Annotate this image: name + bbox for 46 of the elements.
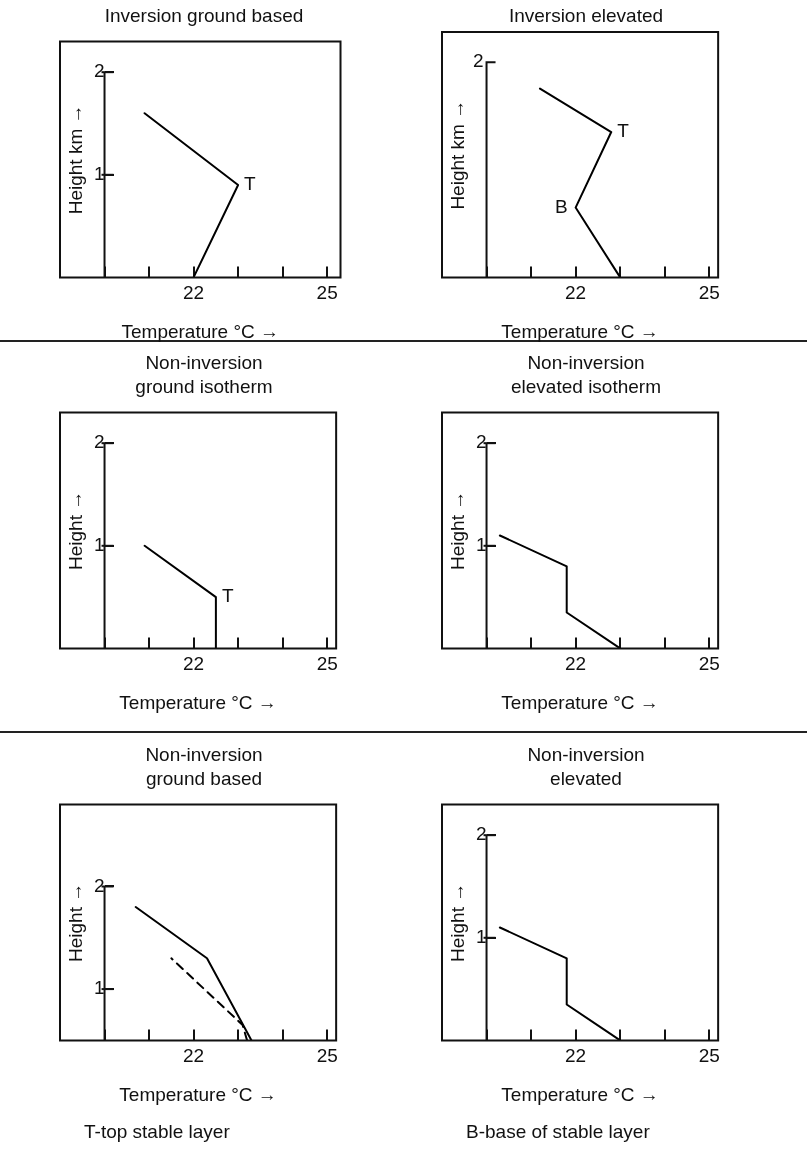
y-tick-label: 1 bbox=[475, 926, 487, 948]
x-tick-label: 22 bbox=[565, 1045, 587, 1067]
y-tick-label: 2 bbox=[93, 60, 105, 82]
y-tick-label: 2 bbox=[475, 431, 487, 453]
x-tick-label: 22 bbox=[183, 1045, 205, 1067]
y-tick-label: 2 bbox=[93, 431, 105, 453]
x-tick-label: 25 bbox=[698, 1045, 720, 1067]
chart-title: Non-inversion ground isotherm bbox=[134, 351, 274, 399]
chart-title: Non-inversion elevated bbox=[526, 743, 646, 791]
y-tick-label: 2 bbox=[93, 874, 105, 896]
chart-title: Inversion elevated bbox=[507, 4, 665, 28]
y-axis-title: Height km → bbox=[447, 99, 469, 210]
chart-title: Inversion ground based bbox=[103, 4, 305, 28]
x-axis-title: Temperature °C → bbox=[501, 1083, 659, 1105]
y-tick-label: 1 bbox=[93, 534, 105, 556]
y-tick-label: 1 bbox=[475, 534, 487, 556]
x-axis-title: Temperature °C → bbox=[501, 320, 659, 342]
x-tick-label: 22 bbox=[183, 282, 205, 304]
annotation: T bbox=[617, 120, 630, 142]
y-tick-label: 2 bbox=[475, 823, 487, 845]
x-axis-title: Temperature °C → bbox=[121, 320, 280, 342]
y-axis-title: Height km → bbox=[65, 104, 87, 215]
y-axis-title: Height → bbox=[447, 882, 469, 962]
x-tick-label: 25 bbox=[316, 1045, 338, 1067]
x-tick-label: 25 bbox=[698, 282, 720, 304]
annotation: B bbox=[554, 195, 568, 217]
y-tick-label: 1 bbox=[93, 977, 105, 999]
x-tick-label: 22 bbox=[565, 653, 587, 675]
text: T-top stable layer bbox=[84, 1121, 230, 1143]
y-tick-label: 1 bbox=[93, 163, 105, 185]
text: B-base of stable layer bbox=[466, 1121, 650, 1143]
x-tick-label: 22 bbox=[565, 282, 587, 304]
y-axis-title: Height → bbox=[65, 490, 87, 570]
y-axis-title: Height → bbox=[447, 490, 469, 570]
x-tick-label: 22 bbox=[183, 653, 205, 675]
x-axis-title: Temperature °C → bbox=[119, 691, 277, 713]
annotation: T bbox=[221, 585, 234, 607]
y-axis-title: Height → bbox=[65, 882, 87, 962]
x-axis-title: Temperature °C → bbox=[119, 1083, 277, 1105]
x-tick-label: 25 bbox=[316, 282, 338, 304]
chart-title: Non-inversion ground based bbox=[144, 743, 264, 791]
annotation: T bbox=[244, 173, 257, 195]
x-tick-label: 25 bbox=[698, 653, 720, 675]
chart-title: Non-inversion elevated isotherm bbox=[510, 351, 662, 399]
x-axis-title: Temperature °C → bbox=[501, 691, 659, 713]
x-tick-label: 25 bbox=[316, 653, 338, 675]
